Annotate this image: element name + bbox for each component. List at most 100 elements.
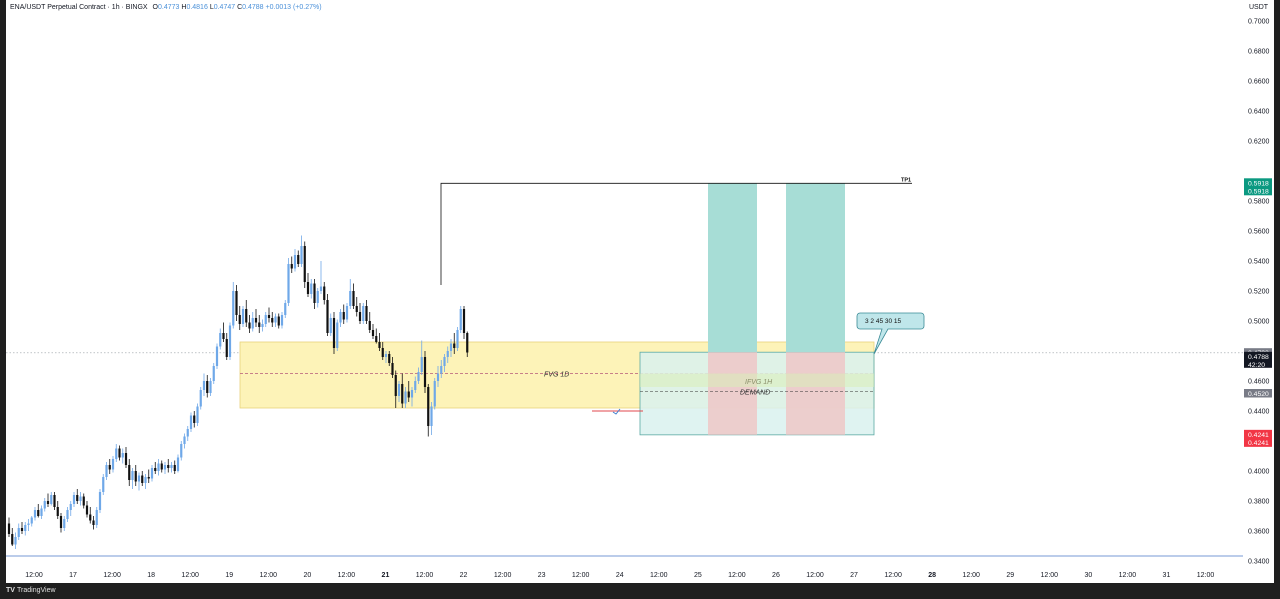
candle[interactable]: [329, 313, 332, 337]
candle[interactable]: [430, 402, 433, 435]
candle[interactable]: [345, 303, 349, 323]
candle[interactable]: [154, 462, 157, 474]
symbol-title[interactable]: ENA/USDT Perpetual Contract · 1h · BINGX: [10, 4, 148, 11]
candle[interactable]: [102, 474, 105, 495]
candle[interactable]: [306, 273, 310, 297]
candle[interactable]: [427, 384, 430, 437]
candle[interactable]: [332, 312, 336, 354]
candle[interactable]: [349, 279, 352, 309]
candle[interactable]: [69, 501, 72, 516]
candle[interactable]: [339, 309, 342, 327]
candle[interactable]: [124, 447, 128, 468]
candle[interactable]: [401, 373, 404, 409]
candle[interactable]: [466, 331, 469, 358]
callout-box[interactable]: 3 2 45 30 15: [856, 312, 925, 355]
candle[interactable]: [274, 313, 277, 328]
candle[interactable]: [397, 381, 401, 402]
candle[interactable]: [160, 460, 163, 473]
candle[interactable]: [316, 288, 319, 308]
candle[interactable]: [144, 474, 147, 489]
candle[interactable]: [310, 279, 313, 299]
candle[interactable]: [267, 307, 271, 323]
time-axis[interactable]: 12:00 17 12:00 18 12:00 19 12:00 20 12:00 21 12:00…: [25, 572, 1214, 579]
price-axis[interactable]: 0.7000 0.6800 0.6600 0.6400 0.6200 0.5800 0.56…: [1244, 19, 1272, 566]
candle[interactable]: [264, 312, 267, 327]
candle[interactable]: [56, 501, 59, 519]
candle[interactable]: [134, 465, 137, 486]
candle[interactable]: [365, 300, 368, 324]
candle[interactable]: [141, 471, 144, 486]
tradingview-logo-icon[interactable]: TV: [6, 587, 15, 594]
candle[interactable]: [261, 319, 264, 332]
candle[interactable]: [59, 513, 63, 533]
candle[interactable]: [128, 459, 131, 486]
candle[interactable]: [371, 324, 375, 339]
candle[interactable]: [245, 300, 248, 327]
candle[interactable]: [342, 304, 345, 325]
candle[interactable]: [79, 492, 82, 506]
candle[interactable]: [453, 333, 456, 354]
candle[interactable]: [293, 249, 297, 272]
candle[interactable]: [111, 456, 115, 473]
candle[interactable]: [280, 312, 284, 329]
candle[interactable]: [313, 279, 316, 309]
candle[interactable]: [238, 306, 241, 330]
candle[interactable]: [20, 522, 24, 534]
candle[interactable]: [176, 454, 180, 473]
candle[interactable]: [43, 498, 46, 512]
candle[interactable]: [271, 312, 274, 327]
candle[interactable]: [193, 411, 196, 428]
candle[interactable]: [95, 507, 98, 528]
candle[interactable]: [303, 241, 306, 289]
candle[interactable]: [40, 505, 43, 520]
candle[interactable]: [241, 306, 245, 327]
candle[interactable]: [459, 306, 462, 333]
candle[interactable]: [297, 250, 300, 268]
candle[interactable]: [98, 489, 102, 513]
candle[interactable]: [326, 294, 329, 336]
candle[interactable]: [440, 360, 443, 378]
candles-layer[interactable]: [7, 235, 469, 550]
candle[interactable]: [14, 532, 17, 550]
candle[interactable]: [209, 378, 212, 396]
candle[interactable]: [258, 315, 261, 333]
candle[interactable]: [118, 445, 121, 461]
candle[interactable]: [202, 373, 206, 397]
candle[interactable]: [163, 462, 167, 474]
candle[interactable]: [232, 282, 235, 329]
candle[interactable]: [180, 441, 183, 461]
candle[interactable]: [407, 381, 410, 402]
candle[interactable]: [189, 412, 193, 433]
candle[interactable]: [150, 465, 154, 482]
candle[interactable]: [46, 493, 50, 508]
candle[interactable]: [82, 493, 85, 509]
tradingview-brand[interactable]: TradingView: [17, 587, 56, 594]
candle[interactable]: [115, 444, 118, 462]
candle[interactable]: [196, 403, 199, 427]
demand-price-label[interactable]: 0.4520: [1244, 389, 1272, 398]
candle[interactable]: [446, 346, 449, 364]
candle[interactable]: [290, 256, 293, 274]
candle[interactable]: [254, 309, 258, 327]
candle[interactable]: [92, 516, 95, 530]
candle[interactable]: [391, 357, 394, 378]
candle[interactable]: [300, 235, 303, 268]
candle[interactable]: [37, 504, 40, 518]
candle[interactable]: [456, 327, 459, 351]
candle[interactable]: [449, 339, 453, 357]
candle[interactable]: [228, 322, 232, 361]
candle[interactable]: [235, 285, 238, 321]
candle[interactable]: [206, 375, 209, 398]
candle[interactable]: [72, 492, 76, 507]
candle[interactable]: [433, 378, 436, 410]
candle[interactable]: [76, 489, 79, 504]
candle[interactable]: [108, 459, 111, 474]
candle[interactable]: [24, 522, 27, 536]
candle[interactable]: [404, 387, 407, 408]
candle[interactable]: [355, 297, 358, 317]
candle[interactable]: [147, 469, 150, 484]
candle[interactable]: [50, 492, 53, 506]
candle[interactable]: [358, 303, 362, 324]
candle[interactable]: [186, 426, 189, 441]
